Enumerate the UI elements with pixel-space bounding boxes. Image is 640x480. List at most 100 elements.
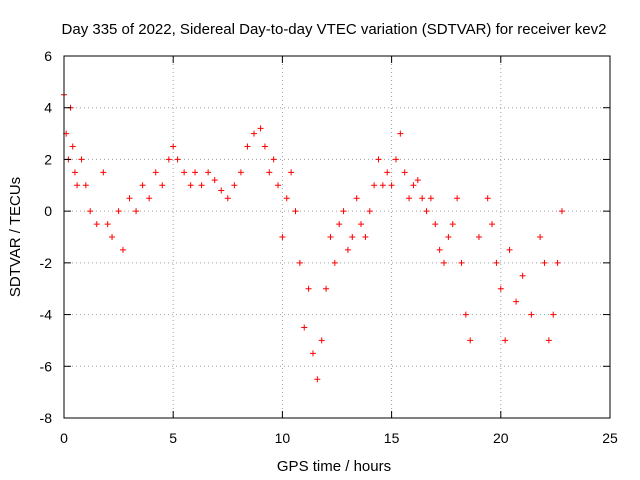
data-point [506, 246, 513, 253]
data-point [436, 246, 443, 253]
data-point [441, 259, 448, 266]
data-point [362, 234, 369, 240]
data-point [454, 195, 461, 202]
data-point [545, 337, 552, 344]
data-point [159, 182, 166, 189]
data-point [296, 259, 303, 266]
data-point [283, 195, 290, 202]
data-point [449, 221, 456, 228]
data-point [71, 169, 78, 176]
data-point [126, 195, 133, 202]
data-point [384, 169, 391, 176]
data-point [502, 337, 509, 344]
data-point [187, 182, 194, 189]
data-point [198, 182, 205, 189]
data-point [279, 234, 286, 240]
data-point [288, 169, 295, 176]
data-point [82, 182, 89, 189]
data-point [353, 195, 360, 202]
data-point [318, 337, 325, 344]
y-tick-label: 2 [44, 151, 52, 167]
y-tick-label: -4 [40, 307, 53, 323]
data-point [537, 234, 544, 240]
data-point [139, 182, 146, 189]
data-point [497, 285, 504, 292]
data-point [423, 208, 430, 215]
data-point [275, 182, 282, 189]
data-point [323, 285, 330, 292]
y-axis-label: SDTVAR / TECUs [7, 177, 24, 297]
data-point [331, 259, 338, 266]
data-points [61, 91, 565, 383]
data-point [261, 143, 268, 150]
data-point [484, 195, 491, 202]
y-tick-label: -6 [40, 358, 53, 374]
data-point [419, 195, 426, 202]
data-point [427, 195, 434, 202]
data-point [558, 208, 565, 215]
x-tick-label: 5 [169, 430, 177, 446]
data-point [489, 221, 496, 228]
data-point [165, 156, 172, 163]
data-point [467, 337, 474, 344]
data-point [410, 182, 417, 189]
data-point [69, 143, 76, 150]
data-point [237, 169, 244, 176]
data-point [344, 246, 351, 253]
data-point [397, 130, 404, 137]
data-point [458, 259, 465, 266]
data-point [74, 182, 81, 189]
data-point [493, 259, 500, 266]
grid-lines [64, 56, 610, 418]
y-tick-label: 4 [44, 100, 52, 116]
data-point [541, 259, 548, 266]
data-point [336, 221, 343, 228]
x-tick-label: 20 [493, 430, 509, 446]
data-point [205, 169, 212, 176]
data-point [211, 177, 218, 184]
data-point [152, 169, 159, 176]
data-point [244, 143, 251, 150]
data-point [292, 208, 299, 215]
data-point [146, 195, 153, 202]
data-point [366, 208, 373, 215]
data-point [349, 234, 356, 240]
data-point [224, 195, 231, 202]
x-tick-label: 25 [602, 430, 618, 446]
x-axis-ticks: 0 5 10 15 20 25 [60, 56, 618, 446]
data-point [301, 324, 308, 331]
data-point [519, 272, 526, 279]
data-point [513, 298, 520, 305]
data-point [257, 125, 264, 132]
x-tick-label: 0 [60, 430, 68, 446]
data-point [251, 130, 258, 137]
x-axis-label: GPS time / hours [277, 458, 391, 475]
data-point [406, 195, 413, 202]
data-point [218, 187, 225, 194]
data-point [119, 246, 126, 253]
x-tick-label: 15 [384, 430, 400, 446]
data-point [170, 143, 177, 150]
x-tick-label: 10 [275, 430, 291, 446]
chart-title: Day 335 of 2022, Sidereal Day-to-day VTE… [62, 21, 607, 38]
y-tick-label: -8 [40, 410, 53, 426]
data-point [181, 169, 188, 176]
data-point [327, 234, 334, 240]
data-point [371, 182, 378, 189]
data-point [340, 208, 347, 215]
data-point [93, 221, 100, 228]
data-point [100, 169, 107, 176]
data-point [392, 156, 399, 163]
data-point [133, 208, 140, 215]
data-point [87, 208, 94, 215]
data-point [358, 221, 365, 228]
data-point [174, 156, 181, 163]
data-point [432, 221, 439, 228]
y-tick-label: -2 [40, 255, 53, 271]
data-point [104, 221, 111, 228]
data-point [78, 156, 85, 163]
data-point [414, 177, 421, 184]
data-point [231, 182, 238, 189]
data-point [314, 376, 321, 383]
